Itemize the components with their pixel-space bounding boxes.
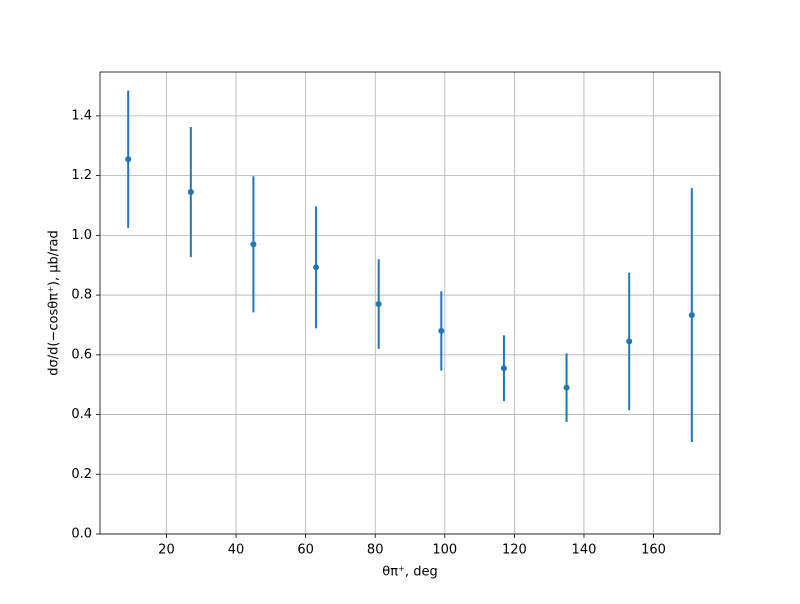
- data-point: [313, 264, 320, 271]
- data-point: [688, 312, 695, 319]
- data-point: [375, 301, 382, 308]
- y-tick-label: 0.8: [71, 288, 92, 303]
- data-point: [626, 338, 633, 345]
- y-tick-label: 1.0: [71, 228, 92, 243]
- x-tick-label: 120: [502, 543, 527, 558]
- x-tick-label: 160: [641, 543, 666, 558]
- data-point: [438, 327, 445, 334]
- x-tick-label: 100: [432, 543, 457, 558]
- y-axis-label: dσ/d(−cosθπ⁺), μb/rad: [47, 230, 62, 375]
- y-tick-label: 1.4: [71, 108, 92, 123]
- x-tick-label: 40: [228, 543, 245, 558]
- y-tick-label: 0.4: [71, 407, 92, 422]
- x-tick-label: 60: [297, 543, 314, 558]
- data-point: [187, 189, 194, 196]
- x-tick-label: 80: [367, 543, 384, 558]
- y-tick-label: 0.6: [71, 347, 92, 362]
- x-tick-label: 20: [158, 543, 175, 558]
- data-point: [250, 241, 257, 248]
- y-tick-label: 1.2: [71, 168, 92, 183]
- plot-area: [100, 72, 720, 534]
- data-point: [125, 156, 132, 163]
- axes-frame: [99, 71, 721, 535]
- y-tick-label: 0.2: [71, 467, 92, 482]
- y-tick-label: 0.0: [71, 527, 92, 542]
- data-point: [563, 384, 570, 391]
- data-point: [500, 365, 507, 372]
- x-tick-label: 140: [572, 543, 597, 558]
- x-axis-label: θπ⁺, deg: [382, 565, 437, 580]
